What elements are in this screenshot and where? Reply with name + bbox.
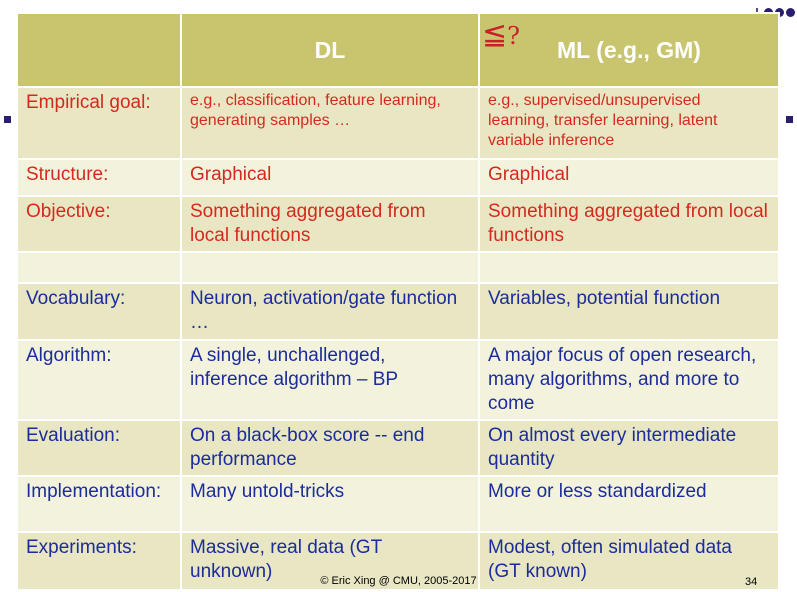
ml-cell: Modest, often simulated data (GT known) [478,531,780,591]
dl-cell: Many untold-tricks [180,475,480,533]
page-number: 34 [745,576,758,588]
comparison-table: DL ≦? ML (e.g., GM) Empirical goal: e.g.… [16,12,780,591]
row-label: Objective: [16,195,182,253]
ml-cell: A major focus of open research, many alg… [478,339,780,421]
dl-cell: A single, unchallenged, inference algori… [180,339,480,421]
table-row: Algorithm: A single, unchallenged, infer… [16,339,780,421]
dl-cell: Graphical [180,158,480,197]
dl-cell: Massive, real data (GT unknown) [180,531,480,591]
dl-cell: e.g., classification, feature learning, … [180,86,480,160]
dl-cell [180,251,480,284]
table-row: Structure: Graphical Graphical [16,158,780,197]
header-row: DL ≦? ML (e.g., GM) [16,12,780,88]
table-row: Experiments: Massive, real data (GT unkn… [16,531,780,591]
table-row: Objective: Something aggregated from loc… [16,195,780,253]
right-bullet-marker [786,116,793,123]
footer-credit: © Eric Xing @ CMU, 2005-2017 [320,575,477,587]
header-empty-cell [16,12,182,88]
dl-cell: Neuron, activation/gate function … [180,282,480,341]
ml-cell [478,251,780,284]
dl-cell: On a black-box score -- end performance [180,419,480,477]
row-label: Evaluation: [16,419,182,477]
row-label: Experiments: [16,531,182,591]
left-bullet-marker [4,116,11,123]
row-label: Algorithm: [16,339,182,421]
dl-cell: Something aggregated from local function… [180,195,480,253]
ml-cell: More or less standardized [478,475,780,533]
ml-cell: Variables, potential function [478,282,780,341]
table-row: Implementation: Many untold-tricks More … [16,475,780,533]
header-dl-label: DL [314,37,346,63]
row-label: Vocabulary: [16,282,182,341]
ml-cell: e.g., supervised/unsupervised learning, … [478,86,780,160]
row-label: Implementation: [16,475,182,533]
question-mark: ? [507,22,520,50]
header-dl: DL ≦? [180,12,520,88]
ml-cell: On almost every intermediate quantity [478,419,780,477]
ml-cell: Graphical [478,158,780,197]
relation-symbol: ≦? [482,20,520,50]
table-row: Empirical goal: e.g., classification, fe… [16,86,780,160]
header-ml: ML (e.g., GM) [478,12,780,88]
row-label: Empirical goal: [16,86,182,160]
table-row: Evaluation: On a black-box score -- end … [16,419,780,477]
table-row [16,251,780,284]
table-row: Vocabulary: Neuron, activation/gate func… [16,282,780,341]
ml-cell: Something aggregated from local function… [478,195,780,253]
row-label [16,251,182,284]
less-equal-glyph: ≦ [481,17,508,52]
row-label: Structure: [16,158,182,197]
